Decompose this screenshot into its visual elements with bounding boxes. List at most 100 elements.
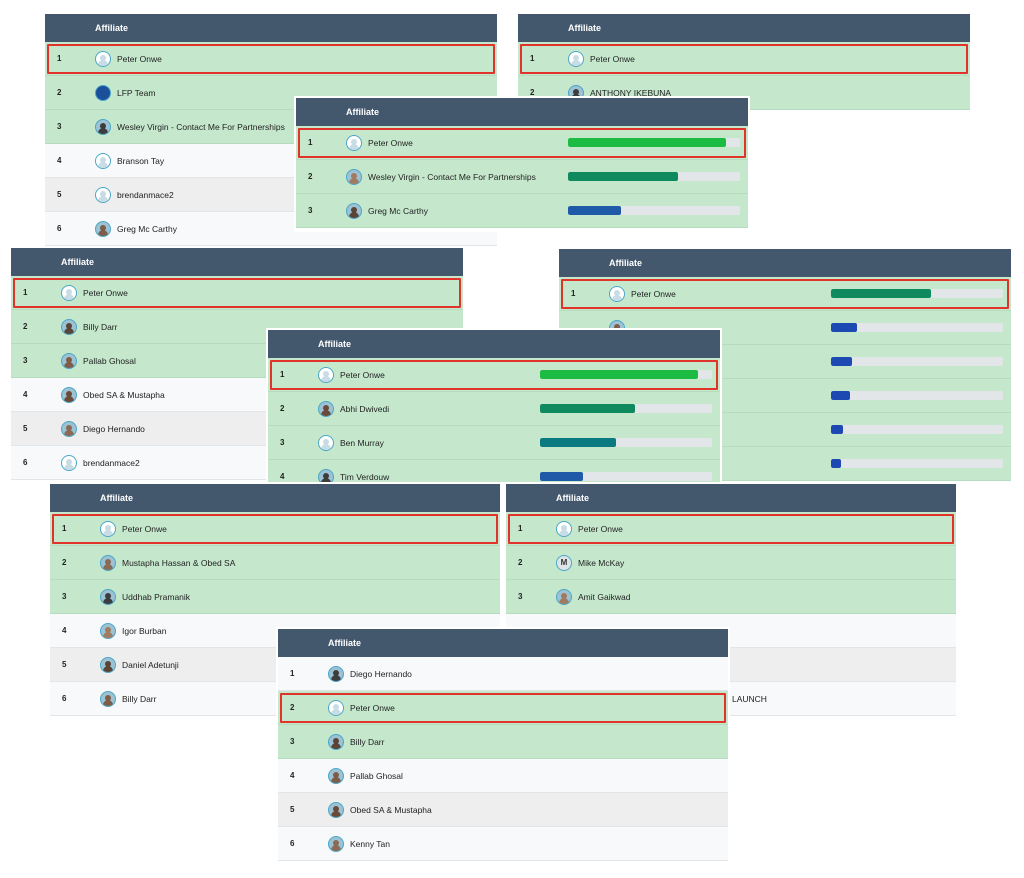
rank-number: 4 [62, 626, 67, 635]
table-row[interactable]: 3 Uddhab Pramanik [50, 580, 500, 614]
default-avatar-icon [328, 699, 344, 716]
affiliate-name[interactable]: Daniel Adetunji [122, 659, 179, 670]
affiliate-name[interactable]: Peter Onwe [117, 53, 162, 64]
rank-number: 6 [57, 224, 62, 233]
score-progress-bar [540, 370, 712, 379]
table-row[interactable]: 6 Kenny Tan [278, 827, 728, 861]
table-row[interactable]: 3 Amit Gaikwad [506, 580, 956, 614]
team-logo-icon [95, 84, 111, 101]
table-row[interactable]: 1 Peter Onwe [296, 126, 748, 160]
table-row[interactable]: 3 Billy Darr [278, 725, 728, 759]
affiliate-column-header: Affiliate [559, 249, 1011, 277]
default-avatar-icon [318, 366, 334, 383]
affiliate-name[interactable]: Peter Onwe [83, 287, 128, 298]
affiliate-name[interactable]: Uddhab Pramanik [122, 591, 191, 602]
rank-number: 2 [518, 558, 523, 567]
table-row[interactable]: 2 Wesley Virgin - Contact Me For Partners… [296, 160, 748, 194]
user-photo-icon [100, 622, 116, 639]
affiliate-name[interactable]: Billy Darr [83, 321, 118, 332]
affiliate-header-label: Affiliate [318, 339, 352, 349]
score-progress-bar [568, 206, 740, 215]
affiliate-name[interactable]: Diego Hernando [83, 423, 145, 434]
rank-number: 5 [23, 424, 28, 433]
rank-number: 4 [57, 156, 62, 165]
affiliate-name[interactable]: Peter Onwe [631, 288, 676, 299]
affiliate-name[interactable]: Peter Onwe [578, 523, 623, 534]
affiliate-name[interactable]: Branson Tay [117, 155, 165, 166]
affiliate-name[interactable]: Peter Onwe [368, 137, 413, 148]
affiliate-name[interactable]: Wesley Virgin - Contact Me For Partnersh… [368, 171, 536, 182]
affiliate-name[interactable]: Peter Onwe [340, 369, 385, 380]
default-avatar-icon [318, 434, 334, 451]
affiliate-name[interactable]: Wesley Virgin - Contact Me For Partnersh… [117, 121, 285, 132]
user-photo-icon [328, 835, 344, 852]
affiliate-name[interactable]: Pallab Ghosal [83, 355, 136, 366]
table-row[interactable]: 4 Tim Verdouw [268, 460, 720, 482]
default-avatar-icon [609, 285, 625, 302]
affiliate-name[interactable]: Mike McKay [578, 557, 625, 568]
score-progress-fill [540, 438, 616, 447]
rank-number: 2 [62, 558, 67, 567]
rank-number: 3 [518, 592, 523, 601]
affiliate-column-header: Affiliate [45, 14, 497, 42]
table-row[interactable]: 1 Peter Onwe [506, 512, 956, 546]
affiliate-name[interactable]: Amit Gaikwad [578, 591, 631, 602]
table-row[interactable]: 5 Obed SA & Mustapha [278, 793, 728, 827]
affiliate-name[interactable]: ANTHONY IKEBUNA [590, 87, 672, 98]
table-row[interactable]: 1 Diego Hernando [278, 657, 728, 691]
affiliate-name[interactable]: Peter Onwe [122, 523, 167, 534]
table-row[interactable]: 1 Peter Onwe [518, 42, 970, 76]
affiliate-name[interactable]: Abhi Dwivedi [340, 403, 390, 414]
affiliate-name[interactable]: LFP Team [117, 87, 156, 98]
affiliate-name[interactable]: Billy Darr [350, 736, 385, 747]
table-row[interactable]: 2 Peter Onwe [278, 691, 728, 725]
affiliate-name[interactable]: brendanmace2 [83, 457, 140, 468]
rank-number: 3 [23, 356, 28, 365]
user-photo-icon [100, 656, 116, 673]
table-row[interactable]: 2 Mustapha Hassan & Obed SA [50, 546, 500, 580]
affiliate-name[interactable]: Peter Onwe [590, 53, 635, 64]
score-progress-bar [831, 391, 1003, 400]
rank-number: 2 [23, 322, 28, 331]
table-row[interactable]: 2 Abhi Dwivedi [268, 392, 720, 426]
rank-number: 2 [57, 88, 62, 97]
table-row[interactable]: 1 Peter Onwe [559, 277, 1011, 311]
table-row[interactable]: 4 Pallab Ghosal [278, 759, 728, 793]
rank-number: 1 [518, 524, 523, 533]
affiliate-name[interactable]: Igor Burban [122, 625, 167, 636]
affiliate-column-header: Affiliate [518, 14, 970, 42]
user-photo-icon [100, 588, 116, 605]
table-row[interactable]: 3 Ben Murray [268, 426, 720, 460]
table-row[interactable]: 1 Peter Onwe [268, 358, 720, 392]
affiliate-name[interactable]: brendanmace2 [117, 189, 174, 200]
affiliate-name[interactable]: Pallab Ghosal [350, 770, 403, 781]
table-row[interactable]: 1 Peter Onwe [11, 276, 463, 310]
affiliate-name[interactable]: Obed SA & Mustapha [83, 389, 165, 400]
default-avatar-icon [568, 50, 584, 67]
rank-number: 1 [530, 54, 535, 63]
affiliate-name[interactable]: Tim Verdouw [340, 471, 390, 482]
affiliate-name[interactable]: Ben Murray [340, 437, 384, 448]
rank-number: 3 [280, 438, 285, 447]
default-avatar-icon [346, 134, 362, 151]
affiliate-name[interactable]: Greg Mc Carthy [117, 223, 177, 234]
rank-number: 5 [57, 190, 62, 199]
table-row[interactable]: 1 Peter Onwe [50, 512, 500, 546]
affiliate-name[interactable]: Mustapha Hassan & Obed SA [122, 557, 236, 568]
affiliate-name[interactable]: Billy Darr [122, 693, 157, 704]
table-row[interactable]: 2 M Mike McKay [506, 546, 956, 580]
score-progress-bar [831, 289, 1003, 298]
affiliate-name[interactable]: LAUNCH [732, 693, 767, 704]
user-photo-icon [556, 588, 572, 605]
affiliate-name[interactable]: Kenny Tan [350, 838, 391, 849]
table-row[interactable]: 1 Peter Onwe [45, 42, 497, 76]
affiliate-name[interactable]: Obed SA & Mustapha [350, 804, 432, 815]
table-row[interactable]: 3 Greg Mc Carthy [296, 194, 748, 228]
rank-number: 3 [62, 592, 67, 601]
user-photo-icon [95, 220, 111, 237]
score-progress-fill [831, 357, 852, 366]
affiliate-name[interactable]: Peter Onwe [350, 702, 395, 713]
affiliate-name[interactable]: Greg Mc Carthy [368, 205, 428, 216]
score-progress-fill [831, 323, 857, 332]
affiliate-name[interactable]: Diego Hernando [350, 668, 412, 679]
